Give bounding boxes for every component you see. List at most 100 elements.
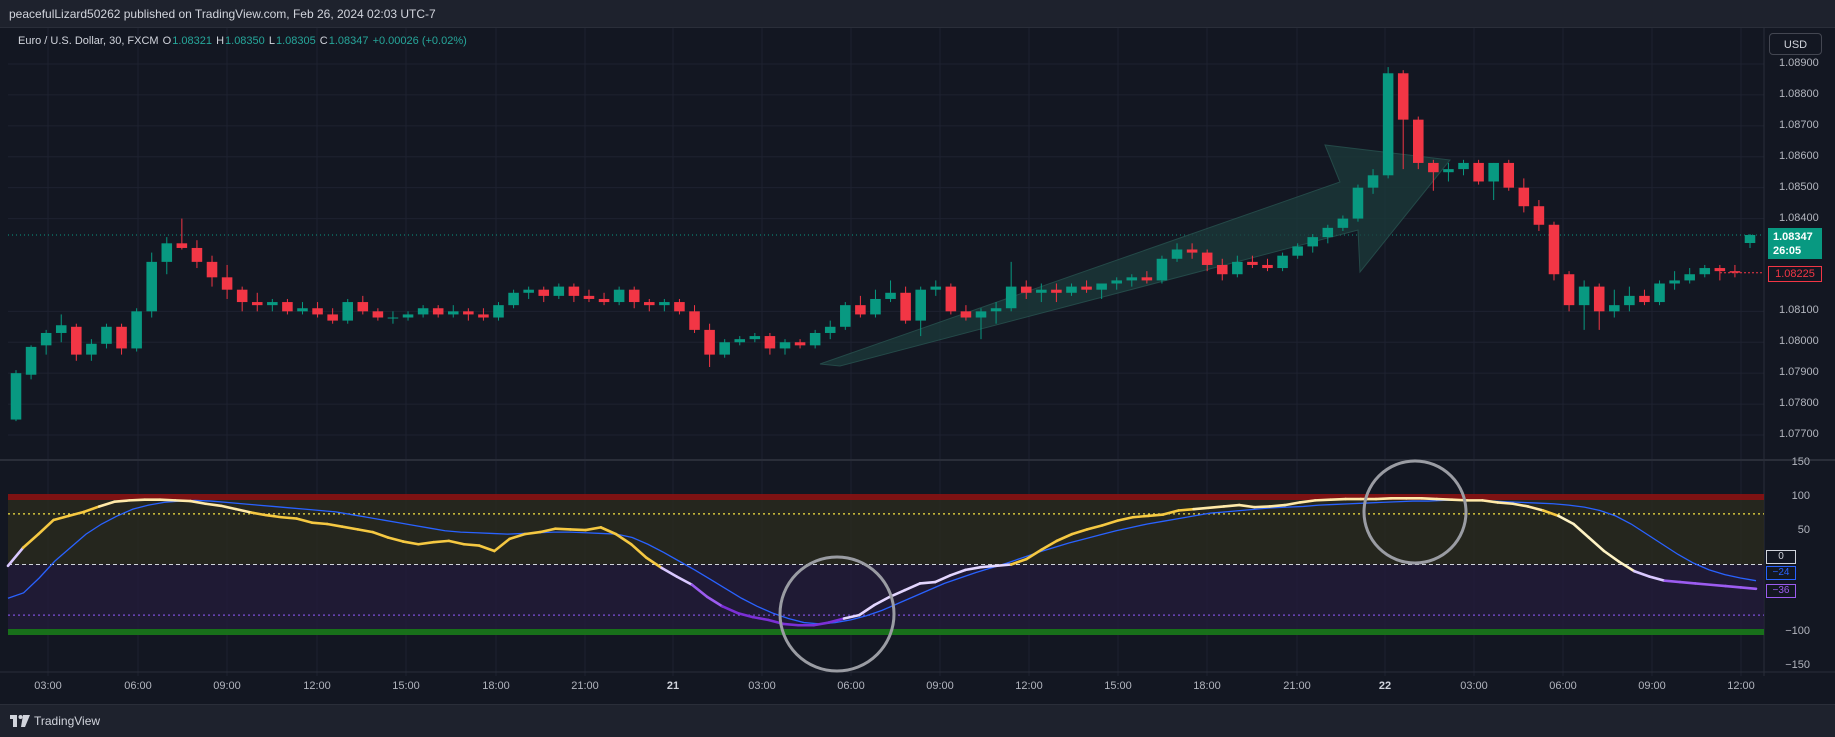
- candle-body: [297, 308, 308, 312]
- fast-line-segment: [1496, 501, 1515, 506]
- candle-body: [417, 308, 429, 315]
- candle-body: [1413, 119, 1424, 163]
- fast-line-segment: [1329, 497, 1347, 502]
- candle-body: [342, 302, 353, 321]
- high-label: H: [216, 35, 225, 47]
- candle-body: [146, 261, 157, 312]
- fast-line-segment: [1648, 575, 1667, 583]
- candle-body: [251, 302, 263, 306]
- footer-bar: TradingView: [0, 704, 1835, 737]
- fast-line-segment: [660, 566, 679, 578]
- close-label: C: [319, 35, 328, 47]
- time-tick-label: 15:00: [392, 680, 420, 692]
- candle-body: [206, 261, 218, 278]
- candle-body: [1699, 268, 1711, 275]
- fast-line-segment: [812, 621, 831, 627]
- highlight-circles: [778, 459, 1468, 673]
- candle-body: [1533, 206, 1545, 225]
- fast-line-segment: [1541, 509, 1560, 518]
- fast-line-segment: [1085, 524, 1104, 531]
- candle-body: [1036, 289, 1047, 293]
- fast-line-segment: [462, 542, 481, 547]
- osc-zero-tag: 0: [1766, 550, 1796, 564]
- symbol-legend[interactable]: Euro / U.S. Dollar, 30, FXCM O1.08321 H1…: [18, 35, 468, 47]
- oscillator-pane: [6, 494, 1764, 635]
- candle-body: [809, 332, 821, 346]
- fast-line-segment: [341, 525, 359, 531]
- candle-body: [1126, 277, 1138, 281]
- fast-line-segment: [1298, 499, 1317, 504]
- candle-body: [101, 326, 112, 344]
- change-value: +0.00026 (+0.02%): [372, 35, 467, 47]
- candle-body: [1352, 187, 1364, 219]
- candle-body: [282, 302, 293, 312]
- fast-line-segment: [52, 514, 71, 522]
- fast-line-segment: [219, 504, 238, 511]
- candle-body: [1081, 286, 1092, 290]
- time-tick-label: 18:00: [482, 680, 510, 692]
- candle-body: [1201, 252, 1213, 265]
- fast-line-segment: [857, 603, 876, 617]
- fast-line-segment: [1040, 539, 1059, 551]
- time-tick-label: 09:00: [213, 680, 241, 692]
- candle-body: [116, 326, 127, 349]
- fast-line-segment: [447, 539, 466, 546]
- candle-body: [131, 311, 142, 349]
- candle-body: [1020, 286, 1032, 293]
- candle-body: [55, 325, 67, 333]
- candle-body: [840, 305, 851, 327]
- fast-line-segment: [1131, 514, 1150, 519]
- candle-body: [1066, 286, 1077, 293]
- candle-body: [1292, 246, 1303, 256]
- price-tick-label: 1.07900: [1779, 366, 1819, 379]
- fast-line-segment: [1283, 501, 1302, 507]
- candle-body: [945, 286, 957, 312]
- fast-line-segment: [736, 611, 755, 619]
- price-tick-label: 1.08700: [1779, 118, 1819, 131]
- osc-tick-label: 50: [1797, 523, 1810, 536]
- osc-tick-label: 150: [1791, 456, 1810, 469]
- candle-body: [1096, 283, 1107, 290]
- candle-body: [1518, 187, 1530, 207]
- fast-line-segment: [1055, 532, 1074, 543]
- fast-line-segment: [614, 532, 633, 546]
- candle-body: [855, 305, 866, 315]
- osc-fast-tag: −36: [1766, 584, 1796, 598]
- candle-body: [1458, 162, 1469, 170]
- tradingview-icon: [10, 715, 30, 727]
- osc-slow-tag: −24: [1766, 566, 1796, 580]
- candle-body: [1307, 237, 1319, 247]
- fast-line-segment: [6, 546, 25, 568]
- candle-body: [1729, 271, 1741, 273]
- fast-line-segment: [1116, 515, 1135, 522]
- fast-line-segment: [1526, 505, 1545, 512]
- fast-line-segment: [1146, 513, 1165, 518]
- circle-oversold: [778, 555, 896, 673]
- candle-body: [463, 311, 474, 315]
- fast-line-segment: [158, 498, 177, 502]
- candle-body: [1382, 73, 1394, 176]
- candle-body: [71, 326, 82, 355]
- candle-body: [1473, 162, 1484, 182]
- fast-line-segment: [1374, 497, 1393, 501]
- fast-line-segment: [1511, 502, 1530, 508]
- candle-body: [1654, 283, 1665, 303]
- fast-line-segment: [265, 513, 283, 519]
- candle-body: [975, 311, 987, 318]
- fast-line-segment: [751, 615, 770, 622]
- current-price-tag: 1.08347 26:05: [1768, 228, 1822, 259]
- fast-line-segment: [949, 568, 967, 577]
- candle-body: [478, 314, 489, 318]
- fast-line-segment: [553, 527, 572, 531]
- tradingview-logo[interactable]: TradingView: [10, 714, 100, 728]
- candle-body: [719, 342, 730, 355]
- candle-body: [402, 314, 414, 318]
- price-tick-label: 1.08400: [1779, 211, 1819, 224]
- candle-body: [447, 311, 459, 315]
- chart-canvas[interactable]: [0, 28, 1835, 704]
- fast-line-segment: [234, 507, 253, 514]
- currency-button[interactable]: USD: [1769, 33, 1822, 55]
- fast-line-segment: [629, 542, 648, 560]
- fast-line-segment: [569, 528, 587, 532]
- fast-line-segment: [903, 582, 922, 592]
